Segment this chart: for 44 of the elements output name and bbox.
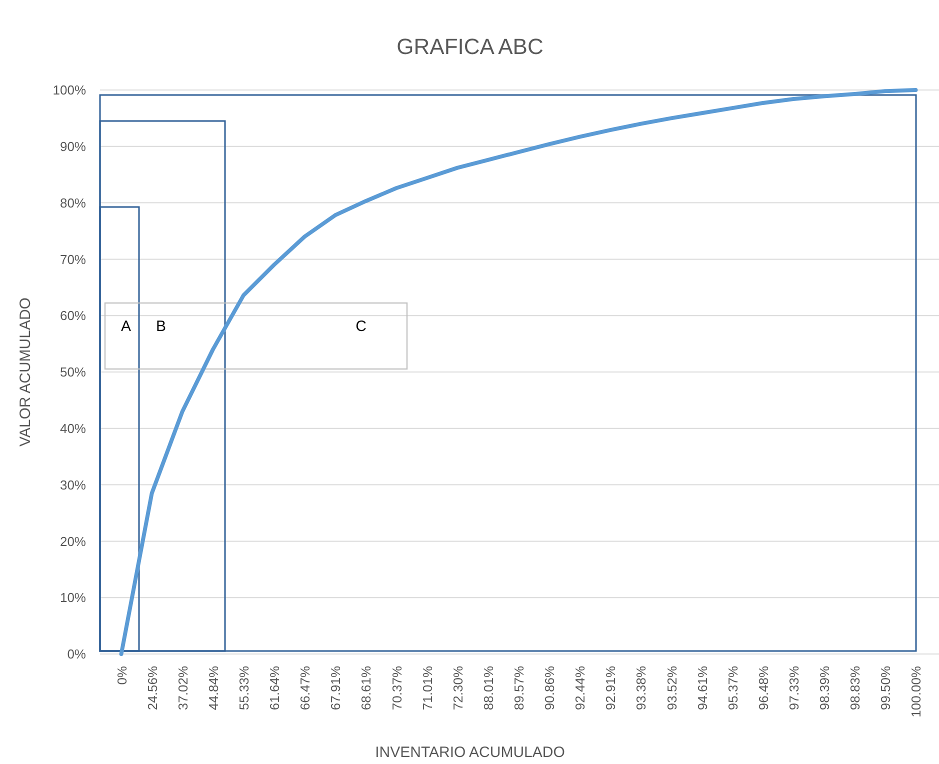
x-tick-label: 72.30%	[450, 666, 466, 710]
y-tick-label: 10%	[60, 590, 86, 606]
y-tick-label: 30%	[60, 477, 86, 492]
y-tick-label: 90%	[60, 138, 86, 154]
x-tick-label: 37.02%	[175, 666, 190, 710]
x-tick-label: 55.33%	[236, 666, 252, 710]
x-tick-label: 97.33%	[786, 666, 802, 710]
y-tick-label: 80%	[60, 195, 86, 210]
x-tick-label: 96.48%	[756, 666, 771, 710]
x-tick-label: 95.37%	[725, 666, 740, 710]
x-tick-label: 61.64%	[267, 666, 282, 710]
y-axis-title: VALOR ACUMULADO	[17, 298, 34, 446]
x-tick-label: 93.52%	[664, 666, 680, 710]
x-tick-label: 92.44%	[572, 666, 588, 710]
y-tick-label: 100%	[52, 82, 86, 98]
x-tick-label: 67.91%	[328, 666, 344, 710]
x-tick-label: 90.86%	[542, 666, 558, 710]
y-tick-label: 20%	[60, 534, 86, 549]
x-tick-label: 94.61%	[694, 666, 710, 710]
x-tick-label: 98.39%	[817, 666, 832, 710]
y-tick-label: 40%	[60, 420, 86, 436]
x-tick-label: 68.61%	[358, 666, 374, 710]
annotation: B	[156, 318, 166, 335]
x-tick-label: 98.83%	[848, 666, 863, 710]
y-tick-label: 60%	[60, 308, 86, 324]
x-tick-label: 71.01%	[420, 666, 435, 710]
y-tick-label: 70%	[60, 252, 86, 267]
x-tick-label: 88.01%	[480, 666, 496, 710]
x-tick-label: 89.57%	[512, 666, 526, 710]
x-tick-label: 70.37%	[389, 666, 404, 710]
x-tick-label: 93.38%	[634, 666, 649, 710]
x-tick-label: 24.56%	[144, 666, 160, 710]
annotation: A	[120, 318, 132, 335]
x-tick-label: 99.50%	[878, 666, 894, 710]
x-tick-label: 100.00%	[908, 666, 924, 718]
x-tick-label: 92.91%	[603, 666, 618, 710]
x-tick-label: 0%	[114, 666, 130, 685]
chart-title: GRAFICA ABC	[396, 34, 544, 59]
annotation: C	[356, 318, 367, 335]
x-axis-title: INVENTARIO ACUMULADO	[375, 744, 565, 761]
x-tick-label: 66.47%	[298, 666, 313, 710]
x-tick-label: 44.84%	[206, 666, 221, 710]
y-tick-label: 50%	[60, 364, 86, 380]
y-tick-label: 0%	[67, 646, 86, 662]
